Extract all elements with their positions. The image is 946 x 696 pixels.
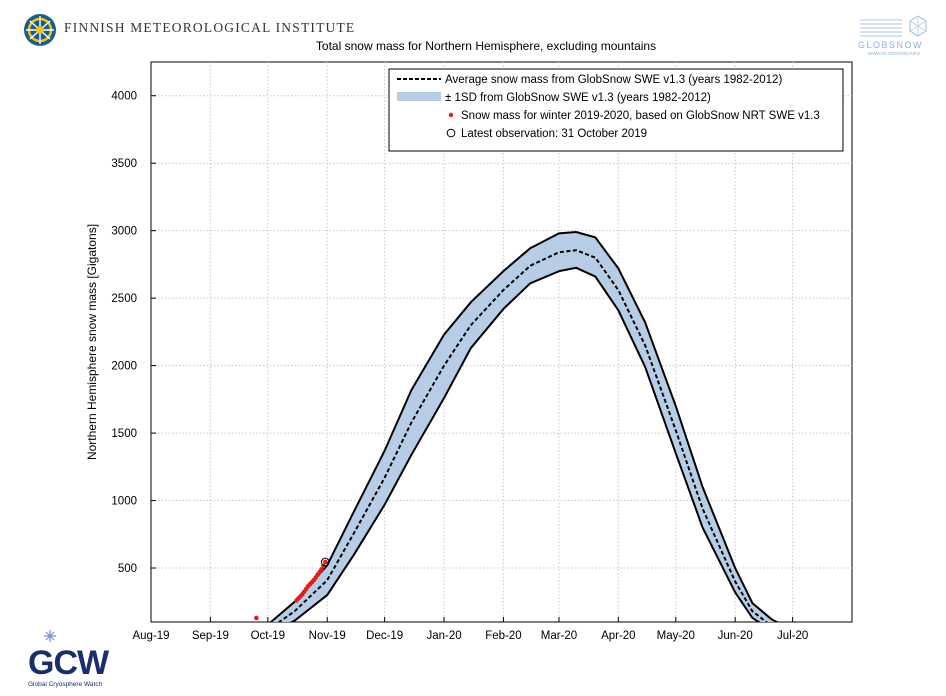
x-tick-label: May-20 <box>657 630 695 642</box>
observation-point <box>319 567 324 572</box>
y-tick-label: 3000 <box>111 226 137 238</box>
x-tick-label: Oct-19 <box>251 630 286 642</box>
latest-observation-marker <box>320 557 330 567</box>
legend: Average snow mass from GlobSnow SWE v1.3… <box>388 68 844 152</box>
x-tick-label: Nov-19 <box>309 630 346 642</box>
legend-average-label: Average snow mass from GlobSnow SWE v1.3… <box>445 74 782 86</box>
legend-observation-swatch <box>448 112 454 118</box>
x-tick-label: Feb-20 <box>485 630 521 642</box>
fmi-logo <box>24 14 56 46</box>
legend-observation-label: Snow mass for winter 2019-2020, based on… <box>461 110 820 122</box>
globsnow-logo: GLOBSNOW WWW.GLOBSNOW.INFO <box>858 15 927 56</box>
gcw-logo: GCW Global Cryosphere Watch <box>28 630 111 688</box>
sd-lower-edge <box>289 266 761 622</box>
x-tick-label: Mar-20 <box>541 630 577 642</box>
observation-point <box>322 559 328 565</box>
observation-point <box>254 615 259 621</box>
x-tick-label: Aug-19 <box>132 630 169 642</box>
y-tick-label: 1000 <box>111 496 137 508</box>
x-tick-label: Jul-20 <box>777 630 808 642</box>
legend-sd-label: ± 1SD from GlobSnow SWE v1.3 (years 1982… <box>445 92 711 104</box>
legend-box <box>388 68 844 152</box>
x-tick-label: Jun-20 <box>718 630 753 642</box>
globsnow-url: WWW.GLOBSNOW.INFO <box>868 51 920 56</box>
legend-latest-swatch <box>446 128 456 138</box>
average-line <box>277 249 768 622</box>
org-name: FINNISH METEOROLOGICAL INSTITUTE <box>64 20 356 35</box>
y-tick-label: 2000 <box>111 361 137 373</box>
y-tick-label: 4000 <box>111 91 137 103</box>
globsnow-logo-text: GLOBSNOW <box>858 40 923 50</box>
gcw-logo-text: GCW <box>28 644 110 682</box>
sd-upper-edge <box>269 231 779 622</box>
x-tick-label: Dec-19 <box>366 630 403 642</box>
axes: Aug-19 Sep-19 Oct-19 Nov-19 Dec-19 Jan-20 Feb-… <box>111 91 808 642</box>
chart-title: Total snow mass for Northern Hemisphere,… <box>316 39 656 53</box>
y-tick-label: 1500 <box>111 428 137 440</box>
series-layer <box>254 231 779 622</box>
y-tick-label: 2500 <box>111 293 137 305</box>
gcw-caption: Global Cryosphere Watch <box>28 681 103 688</box>
legend-sd-swatch <box>397 92 441 101</box>
y-tick-label: 3500 <box>111 158 137 170</box>
x-tick-label: Sep-19 <box>192 630 229 642</box>
legend-latest-label: Latest observation: 31 October 2019 <box>461 128 647 140</box>
sd-band <box>270 232 777 622</box>
y-axis-label: Northern Hemisphere snow mass [Gigatons] <box>85 224 99 460</box>
y-tick-label: 500 <box>118 563 137 575</box>
x-tick-label: Apr-20 <box>601 630 636 642</box>
x-tick-label: Jan-20 <box>426 630 461 642</box>
